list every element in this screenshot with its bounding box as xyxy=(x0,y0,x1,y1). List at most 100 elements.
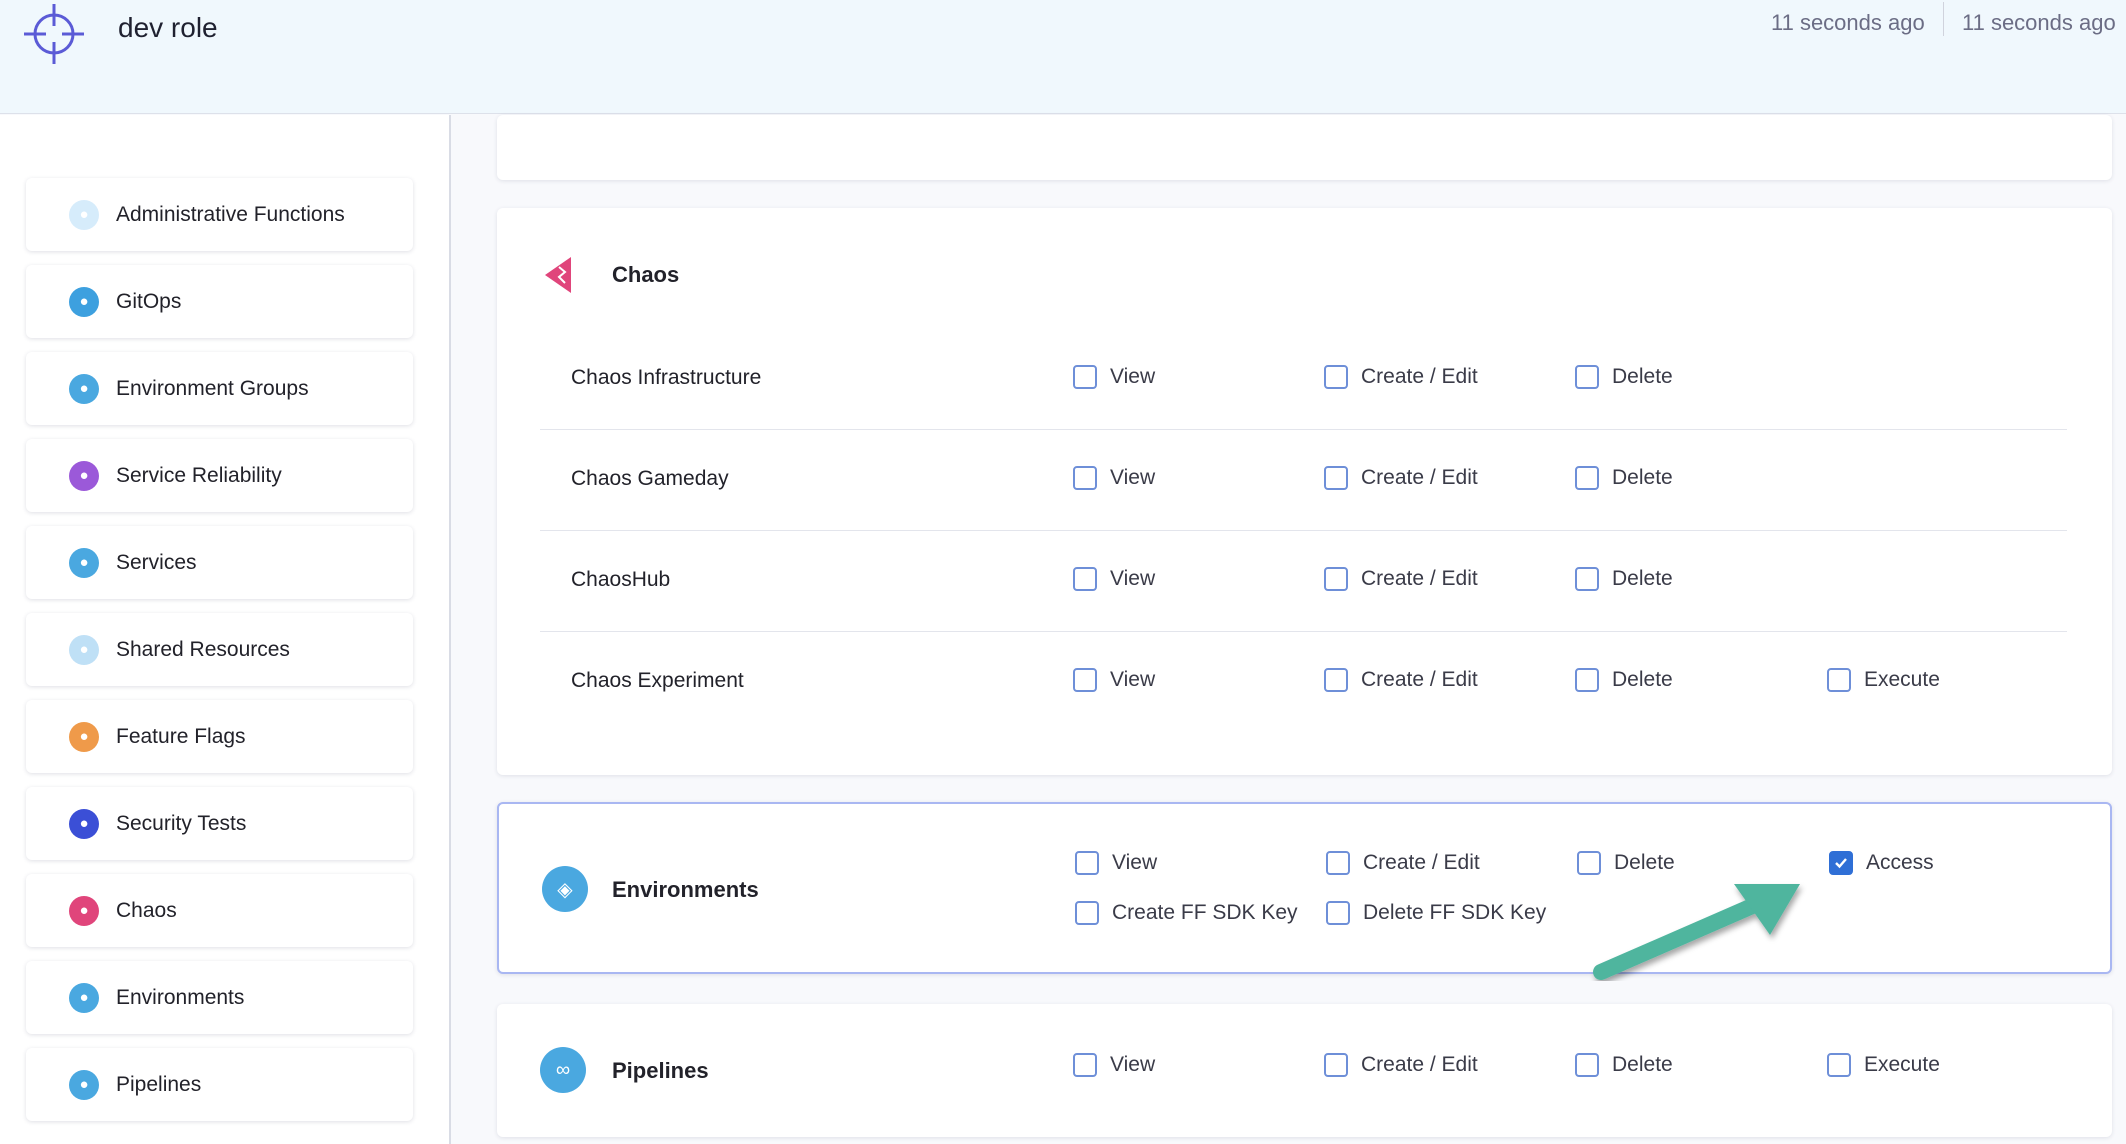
check-icon xyxy=(1835,858,1847,869)
checkbox-label: View xyxy=(1112,851,1158,874)
checkbox[interactable] xyxy=(1324,365,1348,389)
environments-icon: ● xyxy=(69,982,99,1013)
pipelines-card: ∞ Pipelines View Create / Edit Delete Execu… xyxy=(497,1004,2112,1137)
sidebar-item[interactable]: ● Chaos xyxy=(26,874,413,947)
previous-card xyxy=(497,115,2112,180)
permission-checkbox[interactable]: Execute xyxy=(1827,668,1940,692)
sidebar-item[interactable]: ● Security Tests xyxy=(26,787,413,860)
environments-card: ◈ Environments View Create / Edit Delete Ac… xyxy=(497,802,2112,974)
checkbox-label: Create / Edit xyxy=(1361,466,1478,489)
sidebar-item[interactable]: ● Pipelines xyxy=(26,1048,413,1121)
permission-checkbox[interactable]: Create FF SDK Key xyxy=(1075,901,1298,925)
checkbox[interactable] xyxy=(1575,668,1599,692)
permission-checkbox[interactable]: Access xyxy=(1829,851,1934,875)
permission-checkbox[interactable]: View xyxy=(1073,567,1155,591)
checkbox[interactable] xyxy=(1073,567,1097,591)
permission-checkbox[interactable]: Delete xyxy=(1577,851,1675,875)
checkbox-label: Delete xyxy=(1612,466,1673,489)
permission-row-label: ChaosHub xyxy=(571,568,671,591)
pipelines-icon: ● xyxy=(69,1069,99,1100)
checkbox[interactable] xyxy=(1075,901,1099,925)
checkbox[interactable] xyxy=(1073,1053,1097,1077)
divider xyxy=(1943,2,1944,36)
checkbox-label: Delete xyxy=(1612,365,1673,388)
sidebar: ● Administrative Functions ● GitOps ● Environ… xyxy=(0,115,451,1144)
sidebar-item[interactable]: ● Service Reliability xyxy=(26,439,413,512)
permission-checkbox[interactable]: Create / Edit xyxy=(1324,466,1478,490)
checkbox-label: Create FF SDK Key xyxy=(1112,901,1298,924)
checkbox[interactable] xyxy=(1575,1053,1599,1077)
sidebar-item[interactable]: ● Shared Resources xyxy=(26,613,413,686)
permission-checkbox[interactable]: Execute xyxy=(1827,1053,1940,1077)
sidebar-item[interactable]: ● Administrative Functions xyxy=(26,178,413,251)
checkbox-label: Create / Edit xyxy=(1363,851,1480,874)
checkbox-label: View xyxy=(1110,365,1156,388)
permission-checkbox[interactable]: Delete xyxy=(1575,365,1673,389)
shared-resources-icon: ● xyxy=(69,634,99,665)
page-title: dev role xyxy=(118,12,218,43)
checkbox[interactable] xyxy=(1073,365,1097,389)
checkbox[interactable] xyxy=(1324,567,1348,591)
pipelines-icon: ∞ xyxy=(540,1047,586,1093)
created-timestamp: 11 seconds ago xyxy=(1771,10,1925,35)
checkbox[interactable] xyxy=(1073,668,1097,692)
shield-icon: ● xyxy=(69,808,99,839)
checkbox-label: View xyxy=(1110,668,1156,691)
permission-checkbox[interactable]: Create / Edit xyxy=(1324,1053,1478,1077)
permission-checkbox[interactable]: Delete xyxy=(1575,668,1673,692)
feature-flags-icon: ● xyxy=(69,721,99,752)
checkbox-label: Create / Edit xyxy=(1361,567,1478,590)
checkbox[interactable] xyxy=(1577,851,1601,875)
permission-checkbox[interactable]: View xyxy=(1073,668,1155,692)
checkbox[interactable] xyxy=(1829,851,1853,875)
checkbox[interactable] xyxy=(1575,466,1599,490)
permission-checkbox[interactable]: Delete xyxy=(1575,466,1673,490)
permission-checkbox[interactable]: Delete FF SDK Key xyxy=(1326,901,1546,925)
permission-checkbox[interactable]: Create / Edit xyxy=(1324,668,1478,692)
checkbox-label: Delete FF SDK Key xyxy=(1363,901,1547,924)
permission-checkbox[interactable]: View xyxy=(1073,1053,1155,1077)
checkbox[interactable] xyxy=(1324,1053,1348,1077)
crosshair-icon xyxy=(24,4,84,64)
permission-checkbox[interactable]: Create / Edit xyxy=(1326,851,1480,875)
permission-checkbox[interactable]: Create / Edit xyxy=(1324,365,1478,389)
checkbox-label: View xyxy=(1110,466,1156,489)
permission-row-label: Chaos Experiment xyxy=(571,669,744,692)
checkbox-label: Create / Edit xyxy=(1361,1053,1478,1076)
service-reliability-icon: ● xyxy=(69,460,99,491)
permission-checkbox[interactable]: View xyxy=(1073,466,1155,490)
permission-checkbox[interactable]: View xyxy=(1073,365,1155,389)
checkbox[interactable] xyxy=(1827,1053,1851,1077)
checkbox[interactable] xyxy=(1075,851,1099,875)
sidebar-item-label: Feature Flags xyxy=(116,724,246,748)
environments-title: Environments xyxy=(612,877,759,902)
checkbox[interactable] xyxy=(1827,668,1851,692)
sidebar-item[interactable]: ● Environment Groups xyxy=(26,352,413,425)
permission-checkbox[interactable]: Delete xyxy=(1575,567,1673,591)
chaos-title: Chaos xyxy=(612,262,680,287)
updated-timestamp: 11 seconds ago xyxy=(1962,10,2116,35)
sidebar-item[interactable]: ● Feature Flags xyxy=(26,700,413,773)
permission-checkbox[interactable]: View xyxy=(1075,851,1157,875)
checkbox[interactable] xyxy=(1324,466,1348,490)
checkbox-label: Execute xyxy=(1864,1053,1940,1076)
permission-checkbox[interactable]: Delete xyxy=(1575,1053,1673,1077)
checkbox-label: View xyxy=(1110,567,1156,590)
permission-checkbox[interactable]: Create / Edit xyxy=(1324,567,1478,591)
checkbox[interactable] xyxy=(1324,668,1348,692)
checkbox-label: Create / Edit xyxy=(1361,668,1478,691)
checkbox[interactable] xyxy=(1073,466,1097,490)
sidebar-item[interactable]: ● GitOps xyxy=(26,265,413,338)
checkbox-label: Create / Edit xyxy=(1361,365,1478,388)
checkbox-label: Delete xyxy=(1612,567,1673,590)
divider xyxy=(540,530,2067,531)
checkbox[interactable] xyxy=(1575,365,1599,389)
sidebar-item-label: GitOps xyxy=(116,289,182,313)
checkbox-label: Delete xyxy=(1612,1053,1673,1076)
checkbox[interactable] xyxy=(1326,901,1350,925)
sidebar-item[interactable]: ● Services xyxy=(26,526,413,599)
checkbox[interactable] xyxy=(1575,567,1599,591)
sidebar-item-label: Shared Resources xyxy=(116,637,290,661)
checkbox[interactable] xyxy=(1326,851,1350,875)
sidebar-item[interactable]: ● Environments xyxy=(26,961,413,1034)
